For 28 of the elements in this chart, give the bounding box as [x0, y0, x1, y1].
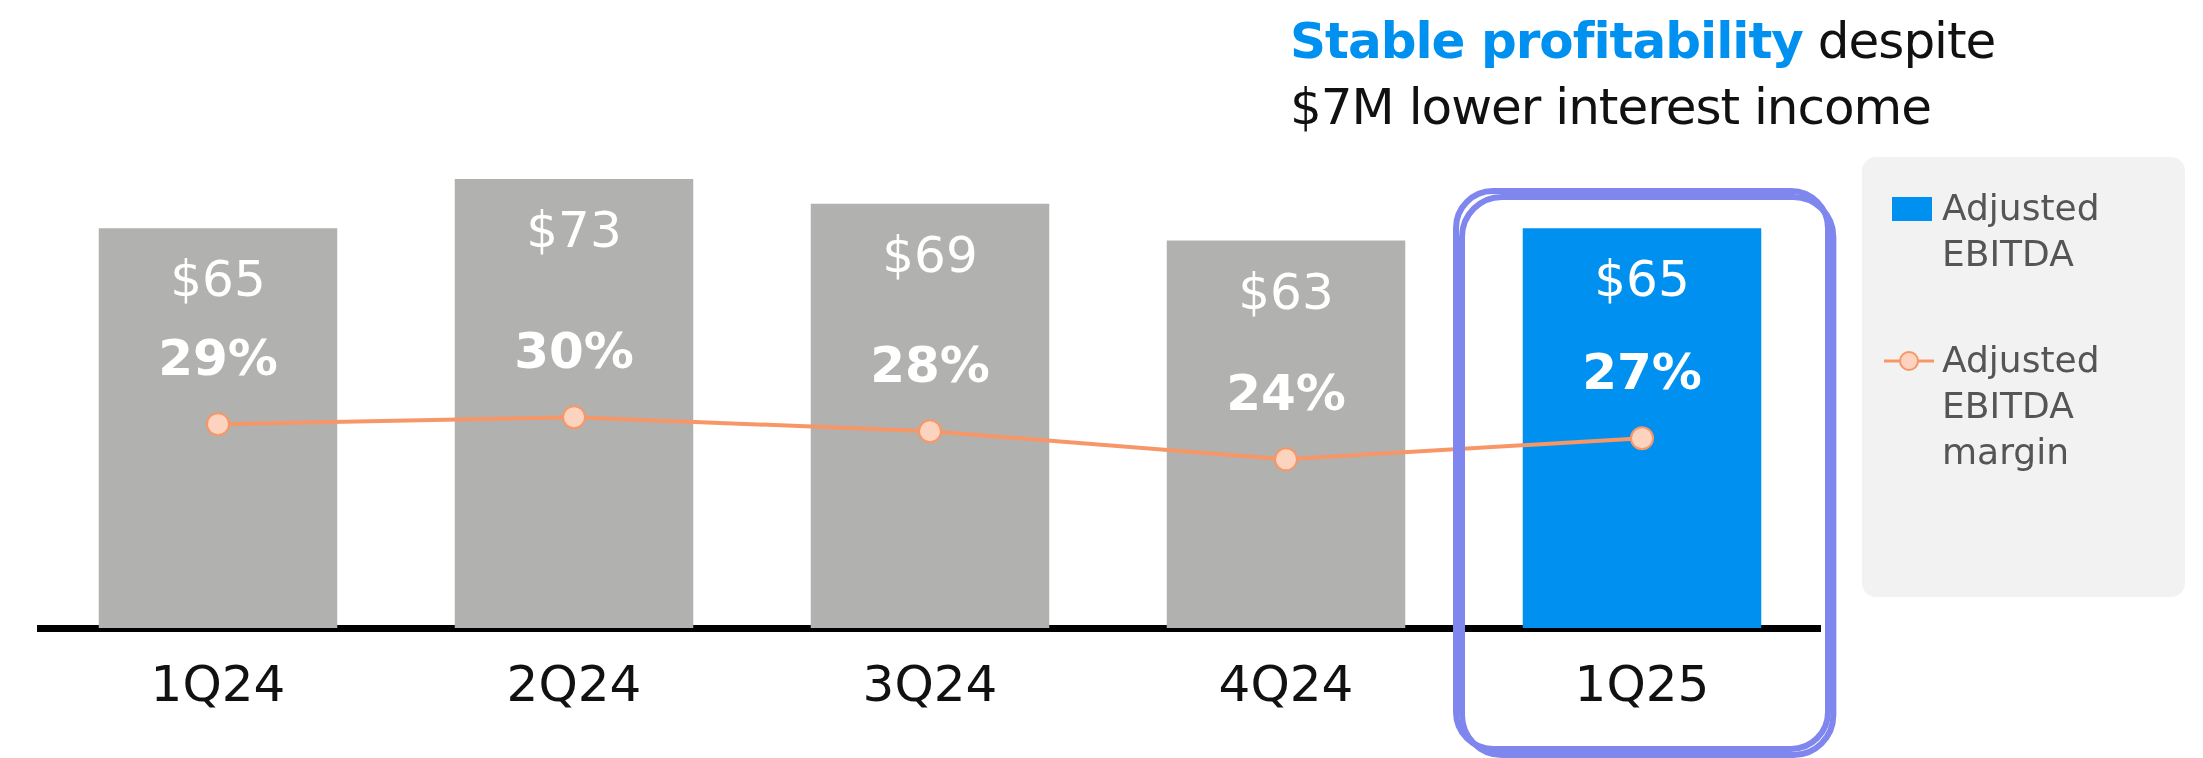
data-label: $69 [882, 225, 978, 284]
x-tick-label: 3Q24 [862, 654, 998, 713]
legend-label: Adjusted EBITDA [1942, 186, 2101, 276]
data-label: 27% [1582, 343, 1702, 402]
point [918, 419, 942, 444]
data-label: 30% [514, 322, 634, 381]
point [562, 405, 586, 430]
data-label: $65 [170, 250, 266, 309]
bar [1522, 228, 1762, 628]
bar [810, 203, 1050, 628]
x-tick-label: 2Q24 [506, 654, 642, 713]
data-label: 24% [1226, 364, 1346, 423]
bar [98, 228, 338, 628]
x-tick-label: 1Q24 [150, 654, 286, 713]
bar [454, 179, 694, 628]
chart-title: Stable profitability despite $7M lower interest income [1290, 11, 1997, 138]
point [1274, 447, 1298, 472]
point [1630, 426, 1654, 451]
data-label: $73 [526, 201, 622, 260]
data-label: $63 [1238, 262, 1334, 321]
legend-label: Adjusted EBITDA margin [1942, 338, 2101, 474]
data-label: 29% [158, 329, 278, 388]
x-tick-label: 4Q24 [1218, 654, 1354, 713]
bar [1166, 240, 1406, 628]
data-label: 28% [870, 336, 990, 395]
point [206, 412, 230, 437]
x-tick-label: 1Q25 [1574, 654, 1710, 713]
data-label: $65 [1594, 250, 1690, 309]
